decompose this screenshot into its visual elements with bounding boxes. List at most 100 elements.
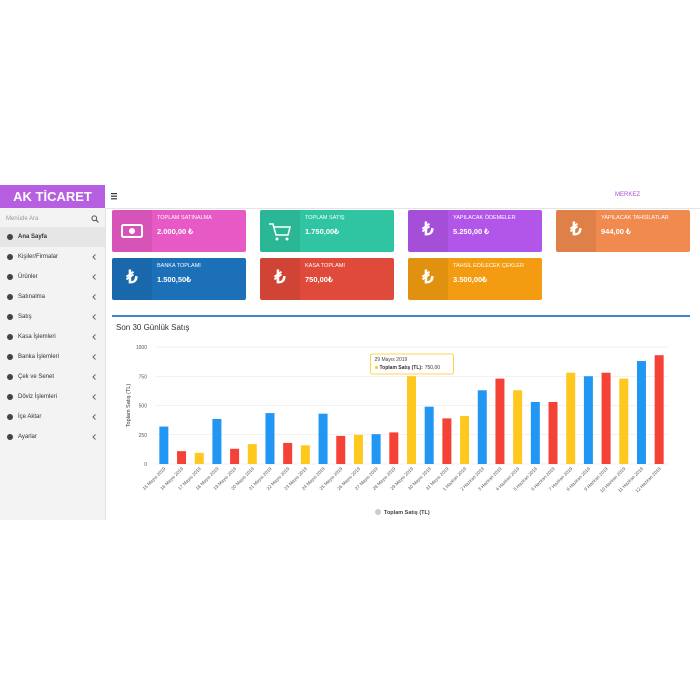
menu-item[interactable]: Banka İşlemleri xyxy=(0,347,105,367)
bar xyxy=(318,413,328,464)
search-icon xyxy=(91,215,99,223)
y-tick-label: 0 xyxy=(144,462,147,468)
menu-item[interactable]: Döviz İşlemleri xyxy=(0,387,105,407)
card-title: TAHSİL EDİLECEK ÇEKLER xyxy=(453,263,524,269)
bar xyxy=(353,434,363,464)
chevron-shape xyxy=(92,434,96,440)
chevron-shape xyxy=(92,314,96,320)
card-icon xyxy=(269,223,291,241)
bar xyxy=(407,376,416,464)
menu-icon xyxy=(7,394,13,400)
chart: Son 30 Günlük Satış Toplam Satış (TL) 0 250… xyxy=(116,323,668,516)
bar xyxy=(442,418,452,464)
bar xyxy=(212,418,222,464)
chevron xyxy=(92,394,96,400)
chevron-shape xyxy=(92,414,96,420)
menu-label: Ürünler xyxy=(18,274,38,280)
card-value: 1.750,00₺ xyxy=(305,227,339,236)
card-value: 3.500,00₺ xyxy=(453,275,487,284)
tooltip-text: Toplam Satış (TL): 750,00 xyxy=(380,365,441,371)
menu-item[interactable]: Çek ve Senet xyxy=(0,367,105,387)
icon-shape xyxy=(269,223,291,236)
menu-label: Ana Sayfa xyxy=(18,234,48,240)
card-icon-area: ₺ xyxy=(260,258,300,300)
legend-marker xyxy=(375,509,381,515)
card-icon: ₺ xyxy=(274,267,286,287)
menu-toggle[interactable] xyxy=(111,193,119,200)
bar xyxy=(230,448,240,464)
menu-item[interactable]: İçe Aktar xyxy=(0,407,105,427)
menu-label: Banka İşlemleri xyxy=(18,354,60,360)
card-icon-area xyxy=(260,210,300,252)
bar xyxy=(654,355,664,464)
icon-shape xyxy=(7,234,13,240)
stat-card[interactable]: ₺ BANKA TOPLAMI 1.500,50₺ xyxy=(112,258,246,300)
menu-item[interactable]: Satınalma xyxy=(0,287,105,307)
location[interactable]: MERKEZ xyxy=(615,192,641,198)
bar xyxy=(177,451,187,464)
icon-shape xyxy=(7,314,13,320)
menu-item[interactable]: Kasa İşlemleri xyxy=(0,327,105,347)
card-title: TOPLAM SATIŞ xyxy=(305,215,345,221)
y-tick-label: 1000 xyxy=(136,345,147,351)
card-icon: ₺ xyxy=(422,219,434,239)
menu-item[interactable]: Ürünler xyxy=(0,267,105,287)
menu-item[interactable]: Satış xyxy=(0,307,105,327)
stat-card[interactable]: TOPLAM SATINALMA 2.000,00 ₺ xyxy=(112,210,246,252)
menu-icon xyxy=(7,354,13,360)
stat-card[interactable]: ₺ YAPILACAK TAHSİLATLAR 944,00 ₺ xyxy=(556,210,690,252)
bar xyxy=(513,390,523,464)
card-icon: ₺ xyxy=(570,219,582,239)
menu-item[interactable]: Ana Sayfa xyxy=(0,227,105,247)
card-title: BANKA TOPLAMI xyxy=(157,263,201,269)
bar xyxy=(389,432,399,464)
bar xyxy=(477,390,487,464)
menu-icon xyxy=(7,314,13,320)
stat-card[interactable]: ₺ KASA TOPLAMI 750,00₺ xyxy=(260,258,394,300)
card-icon-area: ₺ xyxy=(408,210,448,252)
legend-label: Toplam Satış (TL) xyxy=(384,510,430,516)
bar xyxy=(583,376,593,464)
chart-panel: Son 30 Günlük Satış Toplam Satış (TL) 0 250… xyxy=(112,315,690,522)
card-icon: ₺ xyxy=(126,267,138,287)
menu-label: Ayarlar xyxy=(18,434,37,440)
icon-shape xyxy=(7,434,13,440)
card-icon xyxy=(121,224,143,238)
chevron-shape xyxy=(92,254,96,260)
menu-icon xyxy=(7,374,13,380)
stat-card[interactable]: ₺ TAHSİL EDİLECEK ÇEKLER 3.500,00₺ xyxy=(408,258,542,300)
y-tick-label: 750 xyxy=(139,374,148,380)
card-title: YAPILACAK TAHSİLATLAR xyxy=(601,215,669,221)
menu-label: Çek ve Senet xyxy=(18,374,55,380)
bar xyxy=(300,445,310,464)
icon-shape xyxy=(7,274,13,280)
bar xyxy=(265,413,275,464)
bar xyxy=(194,452,204,464)
brand[interactable]: AK TİCARET xyxy=(0,185,105,208)
tooltip-series: Toplam Satış (TL): xyxy=(380,365,424,371)
card-value: 2.000,00 ₺ xyxy=(157,227,194,236)
search-box[interactable]: Menüde Ara xyxy=(4,212,101,226)
icon-shape xyxy=(7,354,13,360)
icon-shape xyxy=(7,334,13,340)
stat-card[interactable]: TOPLAM SATIŞ 1.750,00₺ xyxy=(260,210,394,252)
card-value: 5.250,00 ₺ xyxy=(453,227,490,236)
tooltip-marker xyxy=(375,366,378,369)
menu-item[interactable]: Ayarlar xyxy=(0,427,105,447)
chevron-shape xyxy=(92,294,96,300)
chart-title: Son 30 Günlük Satış xyxy=(116,323,189,332)
bar xyxy=(495,378,505,464)
menu-item[interactable]: Kişiler/Firmalar xyxy=(0,247,105,267)
menu-label: Kişiler/Firmalar xyxy=(18,254,59,260)
bar xyxy=(636,361,646,464)
icon-shape xyxy=(121,224,143,238)
icon-shape xyxy=(7,394,13,400)
card-icon-area xyxy=(112,210,152,252)
search-placeholder: Menüde Ara xyxy=(6,216,39,222)
bar xyxy=(530,401,540,464)
chevron-shape xyxy=(92,374,96,380)
tooltip-value: 750,00 xyxy=(425,365,441,371)
icon-shape xyxy=(7,294,13,300)
stat-card[interactable]: ₺ YAPILACAK ÖDEMELER 5.250,00 ₺ xyxy=(408,210,542,252)
bar xyxy=(460,416,470,464)
